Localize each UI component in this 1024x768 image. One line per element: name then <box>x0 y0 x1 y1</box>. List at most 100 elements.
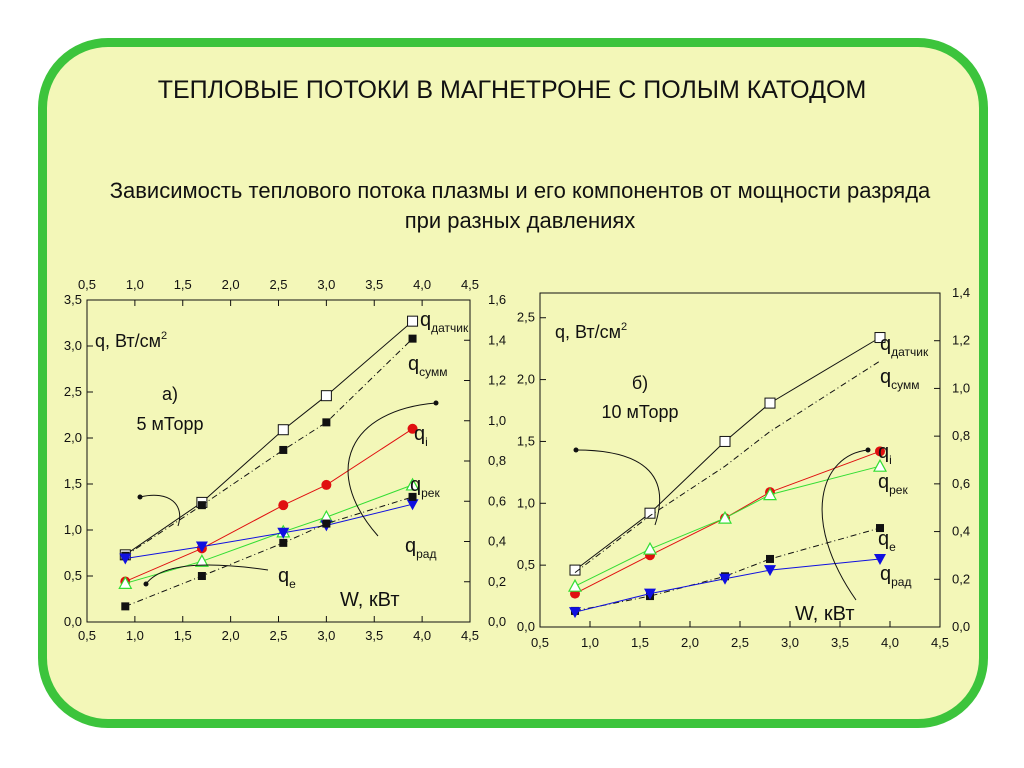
y-right-tick-label: 0,0 <box>952 619 970 634</box>
data-point-датчик <box>277 424 289 436</box>
series-label-sub: датчик <box>891 345 929 359</box>
x-top-tick-label: 0,5 <box>78 277 96 292</box>
y-left-tick-label: 1,5 <box>517 433 535 448</box>
data-point-рек <box>872 458 888 472</box>
arrow-head-icon <box>143 581 149 587</box>
y-left-tick-label: 2,0 <box>64 430 82 445</box>
series-line-е <box>574 527 881 612</box>
annotation-arrow <box>575 449 661 526</box>
series-line-сумм <box>125 338 413 557</box>
series-label-main: q <box>880 333 891 355</box>
y-right-tick-label: 1,2 <box>488 373 506 388</box>
data-point-е <box>279 538 288 547</box>
x-tick-label: 3,0 <box>317 628 335 643</box>
data-point-сумм <box>408 334 417 343</box>
pressure-label: 10 мТорр <box>601 402 678 422</box>
x-axis-label: W, кВт <box>795 603 854 625</box>
data-point-рад <box>719 573 731 585</box>
data-point-рад <box>569 607 581 619</box>
data-point-датчик <box>569 564 581 576</box>
data-point-датчик <box>874 332 886 344</box>
x-tick-label: 0,5 <box>78 628 96 643</box>
y-right-tick-label: 0,4 <box>952 524 970 539</box>
x-tick-label: 4,0 <box>881 635 899 650</box>
data-point-рад <box>406 499 419 511</box>
y-left-tick-label: 3,0 <box>64 338 82 353</box>
slide-frame <box>38 38 988 728</box>
x-tick-label: 1,0 <box>126 628 144 643</box>
data-point-датчик <box>407 315 419 327</box>
series-label-main: q <box>410 474 421 496</box>
x-tick-label: 2,5 <box>269 628 287 643</box>
series-label-main: q <box>414 423 425 445</box>
series-label-sub: i <box>889 453 892 467</box>
x-tick-label: 4,5 <box>931 635 949 650</box>
data-point-е <box>121 602 130 611</box>
data-point-сумм <box>322 418 331 427</box>
data-point-рад <box>277 527 290 539</box>
data-point-рек <box>118 576 133 589</box>
series-label-рад: qрад <box>405 535 436 561</box>
series-label-i: qi <box>414 423 428 449</box>
y-right-tick-label: 0,0 <box>488 614 506 629</box>
x-top-tick-label: 2,5 <box>269 277 287 292</box>
annotation-arrow <box>347 402 437 537</box>
data-point-е <box>408 492 417 501</box>
x-top-tick-label: 4,5 <box>461 277 479 292</box>
y-left-tick-label: 0,0 <box>517 619 535 634</box>
series-label-сумм: qсумм <box>880 366 920 392</box>
slide-subtitle: Зависимость теплового потока плазмы и ег… <box>109 178 931 233</box>
series-label-рек: qрек <box>410 474 440 500</box>
series-line-сумм <box>574 360 881 573</box>
data-point-i <box>278 500 289 511</box>
data-point-е <box>322 519 331 528</box>
y-left-tick-label: 1,0 <box>517 495 535 510</box>
data-point-рад <box>195 541 208 553</box>
data-point-е <box>197 572 206 580</box>
series-label-main: q <box>278 565 289 587</box>
x-tick-label: 1,5 <box>631 635 649 650</box>
data-point-сумм <box>279 445 288 454</box>
x-tick-label: 4,5 <box>461 628 479 643</box>
y-right-tick-label: 1,0 <box>952 380 970 395</box>
series-label-sub: i <box>425 435 428 449</box>
series-label-sub: датчик <box>431 321 469 335</box>
y-right-tick-label: 0,8 <box>952 428 970 443</box>
y-right-tick-label: 0,8 <box>488 453 506 468</box>
y-left-tick-label: 0,5 <box>64 568 82 583</box>
annotation-arrow <box>139 494 181 527</box>
data-point-рад <box>874 553 886 565</box>
data-point-сумм <box>197 501 206 510</box>
x-top-tick-label: 3,0 <box>317 277 335 292</box>
series-label-main: q <box>880 366 891 388</box>
panel-label: а) <box>162 384 178 404</box>
series-label-датчик: qдатчик <box>420 309 469 335</box>
data-point-рад <box>764 565 776 577</box>
x-top-tick-label: 2,0 <box>222 277 240 292</box>
series-label-сумм: qсумм <box>408 353 448 379</box>
series-label-е: qе <box>278 565 296 591</box>
y-right-tick-label: 0,6 <box>488 493 506 508</box>
y-left-tick-label: 2,0 <box>517 372 535 387</box>
annotation-arrow <box>145 564 269 585</box>
series-label-main: q <box>878 471 889 493</box>
data-point-датчик <box>719 435 731 447</box>
y-right-tick-label: 1,4 <box>488 332 506 347</box>
data-point-рек <box>194 554 209 567</box>
y-right-tick-label: 1,6 <box>488 292 506 307</box>
y-right-tick-label: 0,6 <box>952 476 970 491</box>
series-label-рад: qрад <box>880 563 911 589</box>
y-left-tick-label: 2,5 <box>64 384 82 399</box>
y-right-tick-label: 0,2 <box>488 574 506 589</box>
data-point-рек <box>642 541 658 555</box>
series-line-i <box>125 428 413 582</box>
y-right-tick-label: 0,4 <box>488 534 506 549</box>
series-line-рек <box>125 484 413 584</box>
arrow-head-icon <box>573 447 579 453</box>
y-axis-label-sup: 2 <box>621 321 627 333</box>
y-left-tick-label: 0,0 <box>64 614 82 629</box>
series-line-рек <box>574 465 881 587</box>
panel-label: б) <box>632 373 648 393</box>
